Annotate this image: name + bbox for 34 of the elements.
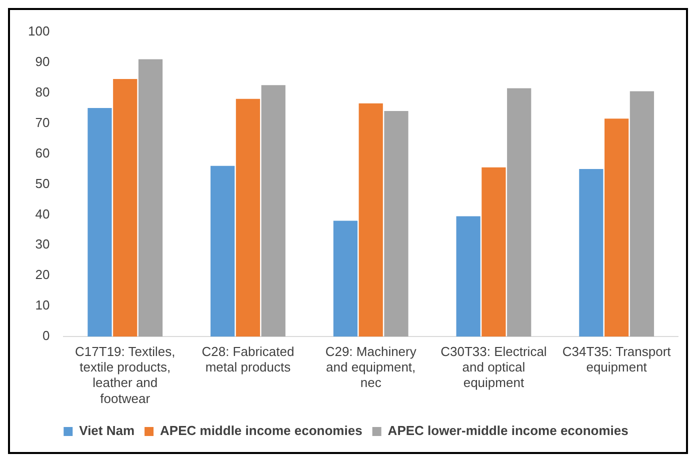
bar	[604, 118, 629, 337]
bar	[236, 98, 260, 337]
y-tick-label: 100	[28, 23, 50, 38]
bar	[630, 91, 654, 337]
x-tick-label: C34T35: Transport equipment	[562, 344, 672, 375]
y-tick-label: 50	[35, 176, 50, 191]
legend-label: APEC lower-middle income economies	[388, 423, 628, 438]
bar	[113, 79, 138, 337]
bar	[456, 216, 480, 337]
y-tick-label: 60	[35, 145, 50, 160]
y-tick-label: 90	[35, 54, 50, 69]
x-tick-label: C28: Fabricated metal products	[202, 344, 294, 375]
y-tick-label: 70	[35, 114, 50, 130]
y-tick-label: 20	[35, 267, 50, 282]
bar	[261, 85, 286, 337]
bar	[333, 220, 358, 337]
y-tick-label: 30	[35, 236, 50, 252]
bar	[88, 108, 112, 337]
legend-label: Viet Nam	[79, 423, 135, 438]
bar	[507, 88, 532, 337]
y-tick-label: 80	[35, 84, 50, 100]
y-tick-label: 0	[42, 328, 50, 344]
bar	[579, 168, 604, 337]
x-tick-label: C17T19: Textiles, textile products, leather and footwear	[75, 344, 176, 406]
bar	[358, 103, 383, 337]
bar	[384, 111, 408, 337]
legend-label: APEC middle income economies	[160, 423, 362, 438]
bar	[138, 59, 163, 337]
y-tick-label: 40	[35, 206, 50, 222]
x-tick-label: C30T33: Electrical and optical equipment	[440, 344, 547, 390]
y-tick-label: 10	[35, 298, 50, 313]
x-tick-label: C29: Machinery and equipment, nec	[325, 344, 417, 390]
bar	[482, 167, 506, 337]
bar	[210, 166, 235, 337]
